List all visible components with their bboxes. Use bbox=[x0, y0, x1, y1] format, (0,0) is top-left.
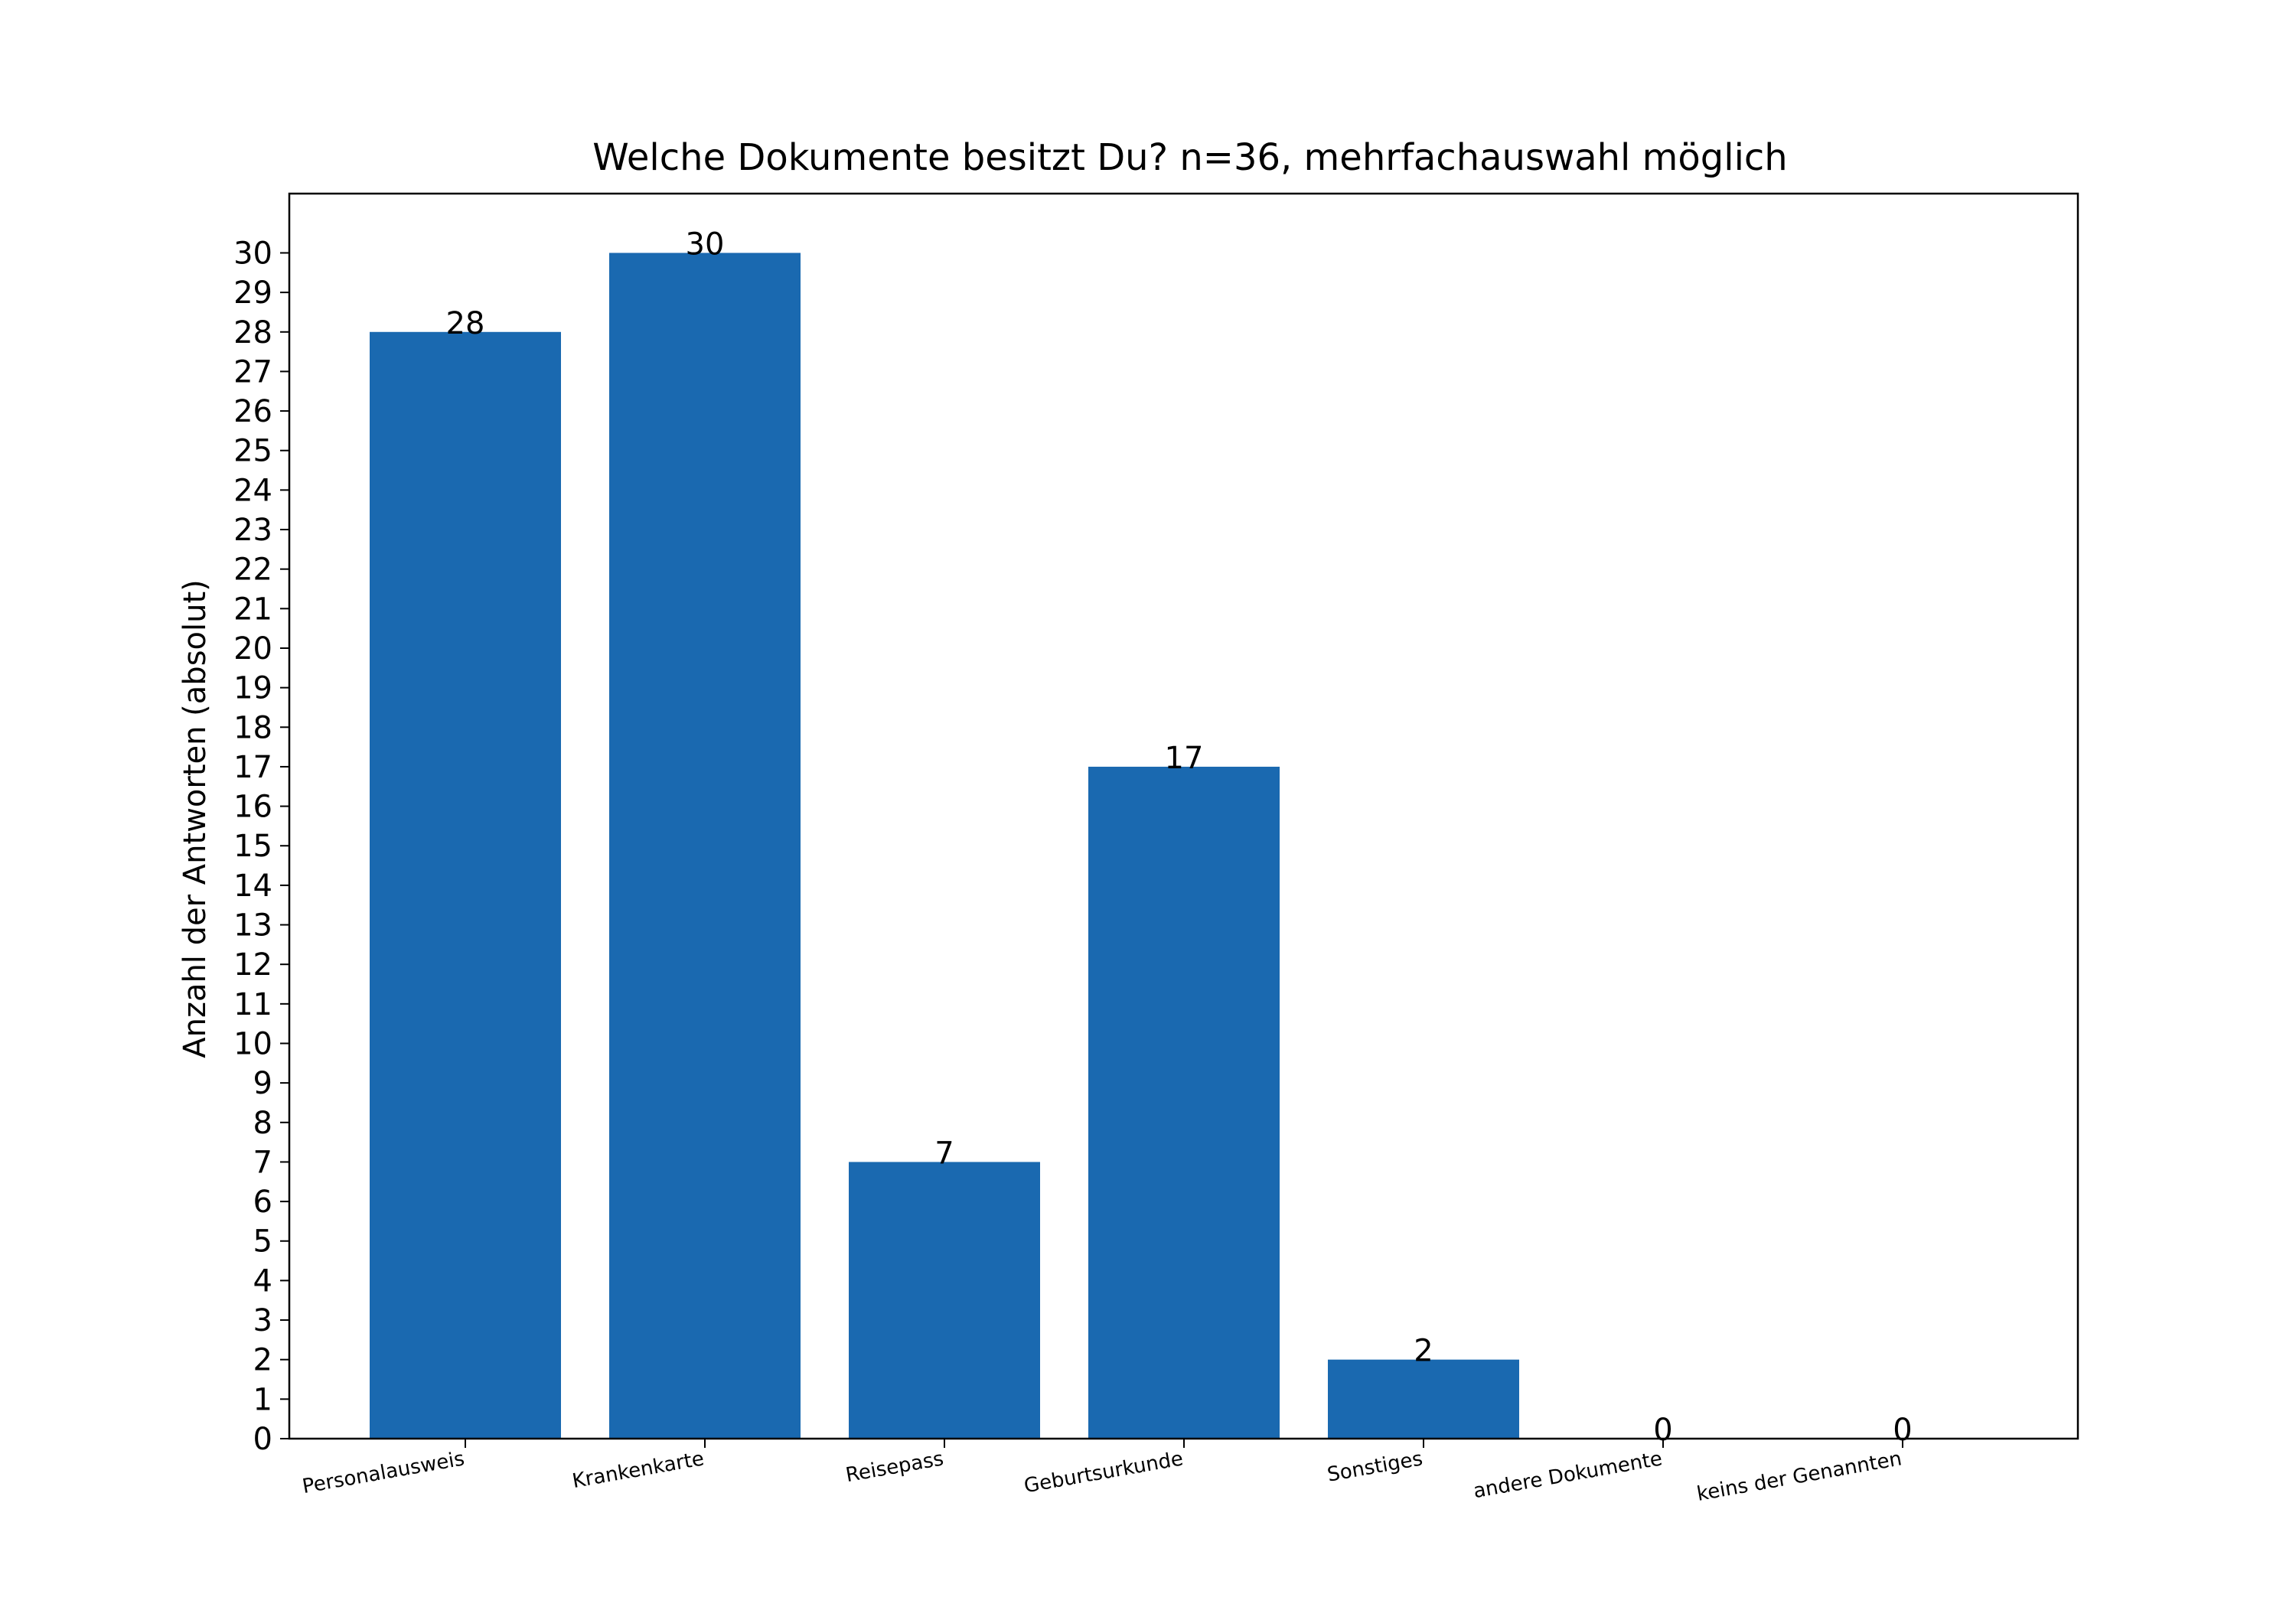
y-tick-label-1: 1 bbox=[253, 1382, 272, 1417]
y-tick-label-0: 0 bbox=[253, 1422, 272, 1457]
y-tick-label-17: 17 bbox=[233, 750, 272, 785]
bar-personalausweis bbox=[370, 331, 561, 1439]
x-tick-label-andere-dokumente: andere Dokumente bbox=[1472, 1447, 1664, 1503]
y-tick-label-7: 7 bbox=[253, 1145, 272, 1180]
y-tick-label-29: 29 bbox=[233, 275, 272, 311]
y-tick-label-2: 2 bbox=[253, 1343, 272, 1378]
y-tick-label-25: 25 bbox=[233, 434, 272, 469]
x-tick-label-reisepass: Reisepass bbox=[844, 1447, 945, 1487]
y-tick-label-26: 26 bbox=[233, 394, 272, 429]
y-tick-label-6: 6 bbox=[253, 1185, 272, 1220]
y-tick-label-13: 13 bbox=[233, 908, 272, 944]
x-axis: Personalausweis Krankenkarte Reisepass Gebu… bbox=[301, 1439, 1903, 1506]
y-tick-label-30: 30 bbox=[233, 236, 272, 271]
y-tick-label-27: 27 bbox=[233, 354, 272, 390]
y-axis-label: Anzahl der Antworten (absolut) bbox=[178, 579, 213, 1058]
x-tick-label-personalausweis: Personalausweis bbox=[301, 1447, 466, 1498]
y-tick-label-23: 23 bbox=[233, 513, 272, 548]
value-label-krankenkarte: 30 bbox=[686, 227, 725, 262]
bar-geburtsurkunde bbox=[1088, 766, 1280, 1439]
y-tick-label-28: 28 bbox=[233, 315, 272, 350]
y-tick-label-8: 8 bbox=[253, 1106, 272, 1141]
y-tick-label-10: 10 bbox=[233, 1026, 272, 1061]
bar-krankenkarte bbox=[609, 253, 801, 1439]
y-tick-label-16: 16 bbox=[233, 790, 272, 825]
y-tick-label-11: 11 bbox=[233, 987, 272, 1022]
x-tick-label-keins-der-genannten: keins der Genannten bbox=[1695, 1447, 1903, 1506]
y-tick-label-18: 18 bbox=[233, 710, 272, 745]
y-tick-label-24: 24 bbox=[233, 473, 272, 508]
y-tick-label-5: 5 bbox=[253, 1224, 272, 1260]
y-tick-label-3: 3 bbox=[253, 1303, 272, 1338]
x-tick-label-krankenkarte: Krankenkarte bbox=[570, 1447, 706, 1493]
x-tick-label-geburtsurkunde: Geburtsurkunde bbox=[1022, 1447, 1185, 1498]
y-tick-label-4: 4 bbox=[253, 1263, 272, 1299]
y-tick-label-15: 15 bbox=[233, 829, 272, 864]
y-tick-label-20: 20 bbox=[233, 631, 272, 667]
x-tick-label-sonstiges: Sonstiges bbox=[1326, 1447, 1424, 1486]
y-tick-label-14: 14 bbox=[233, 869, 272, 904]
value-label-sonstiges: 2 bbox=[1414, 1334, 1433, 1369]
y-tick-label-19: 19 bbox=[233, 671, 272, 706]
value-label-geburtsurkunde: 17 bbox=[1165, 741, 1204, 776]
value-label-reisepass: 7 bbox=[934, 1136, 954, 1171]
bar-sonstiges bbox=[1328, 1359, 1519, 1439]
y-axis: 0123456789101112131415161718192021222324… bbox=[233, 236, 289, 1457]
y-tick-label-21: 21 bbox=[233, 592, 272, 627]
y-tick-label-12: 12 bbox=[233, 947, 272, 983]
y-tick-label-9: 9 bbox=[253, 1066, 272, 1101]
y-tick-label-22: 22 bbox=[233, 553, 272, 588]
plot-area-frame bbox=[288, 192, 2079, 1440]
bars-group bbox=[370, 253, 1519, 1439]
bar-reisepass bbox=[849, 1162, 1040, 1439]
value-label-personalausweis: 28 bbox=[446, 306, 485, 341]
chart-title: Welche Dokumente besitzt Du? n=36, mehrf… bbox=[592, 136, 1787, 179]
